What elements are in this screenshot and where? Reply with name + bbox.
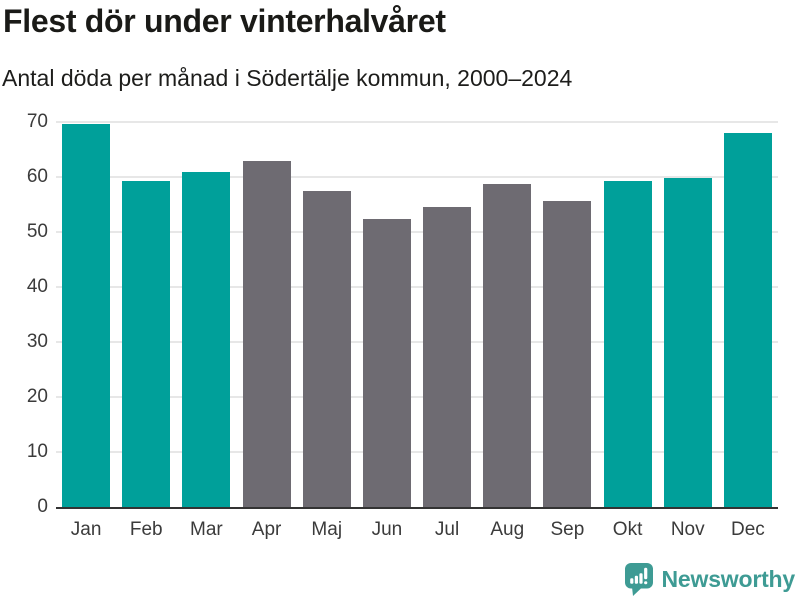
y-tick-label-60: 60 <box>26 166 48 187</box>
y-tick-label-30: 30 <box>26 331 48 352</box>
x-tick-label-okt: Okt <box>612 519 643 540</box>
x-tick-label-jul: Jul <box>434 519 460 540</box>
bar-aug <box>483 183 532 507</box>
x-tick-label-aug: Aug <box>490 519 525 540</box>
gridline-20 <box>56 396 778 398</box>
bar-jun <box>362 219 411 507</box>
x-tick-label-maj: Maj <box>311 519 343 540</box>
gridline-40 <box>56 286 778 288</box>
gridline-60 <box>56 176 778 178</box>
newsworthy-bubble-chart-icon <box>624 563 653 596</box>
y-tick-label-40: 40 <box>26 276 48 297</box>
chart-subtitle: Antal döda per månad i Södertälje kommun… <box>2 65 573 91</box>
x-tick-label-mar: Mar <box>190 519 223 540</box>
y-tick-label-20: 20 <box>26 386 48 407</box>
x-tick-label-feb: Feb <box>129 519 163 540</box>
bar-jan <box>62 123 111 507</box>
bar-chart-plot: 0 10 20 30 40 50 60 70 Jan Feb Mar Apr Maj Jun Jul Aug S… <box>27 111 778 540</box>
gridline-10 <box>56 451 778 453</box>
gridline-70 <box>56 121 778 123</box>
bar-apr <box>242 160 291 507</box>
bar-mar <box>182 171 231 507</box>
newsworthy-logo-text: Newsworthy <box>661 566 796 592</box>
x-tick-label-nov: Nov <box>670 519 705 540</box>
x-tick-label-sep: Sep <box>550 519 585 540</box>
gridline-30 <box>56 341 778 343</box>
newsworthy-logo: Newsworthy <box>624 562 795 597</box>
bar-sep <box>543 201 592 507</box>
y-tick-label-0: 0 <box>37 496 48 517</box>
bar-maj <box>302 191 351 507</box>
x-tick-label-jan: Jan <box>70 519 102 540</box>
gridline-50 <box>56 231 778 233</box>
x-tick-label-jun: Jun <box>371 519 403 540</box>
bar-jul <box>423 206 472 507</box>
y-tick-label-70: 70 <box>26 111 48 132</box>
bar-dec <box>723 133 772 507</box>
bar-feb <box>122 181 171 507</box>
chart-title: Flest dör under vinterhalvåret <box>3 3 446 39</box>
bar-okt <box>603 180 652 507</box>
y-tick-label-50: 50 <box>26 221 48 242</box>
x-tick-label-apr: Apr <box>251 519 282 540</box>
bar-nov <box>663 178 712 507</box>
y-tick-label-10: 10 <box>26 441 48 462</box>
x-tick-label-dec: Dec <box>731 519 765 540</box>
